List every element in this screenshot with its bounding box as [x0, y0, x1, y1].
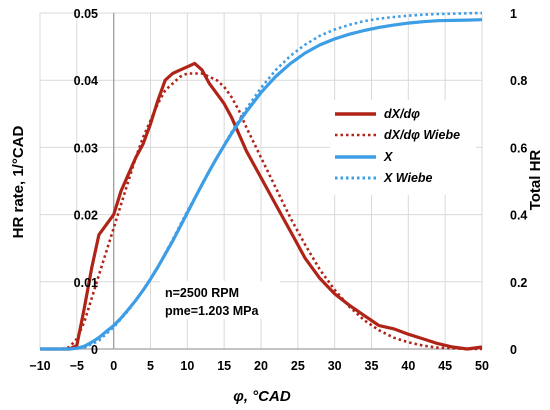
legend-label-dxdphi-wiebe: dX/dφ Wiebe	[384, 128, 460, 142]
y-left-tick-label-0.01: 0.01	[74, 276, 98, 290]
x-tick-label-15: 15	[217, 359, 231, 373]
annotation-box	[160, 281, 280, 319]
y-right-tick-label-0.4: 0.4	[510, 209, 527, 223]
x-tick-label-40: 40	[401, 359, 415, 373]
x-tick-label-5: 5	[147, 359, 154, 373]
x-tick-label-50: 50	[475, 359, 489, 373]
legend: dX/dφ dX/dφ Wiebe X X Wiebe	[330, 100, 476, 195]
series-line-x-wiebe-dotted	[40, 11, 483, 351]
x-tick-label-45: 45	[438, 359, 452, 373]
axes	[40, 13, 482, 350]
annotation-speed: n=2500 RPM	[165, 286, 239, 300]
legend-label-dxdphi: dX/dφ	[384, 107, 420, 121]
x-axis-title: φ, °CAD	[233, 388, 291, 405]
y-right-tick-label-0.2: 0.2	[510, 276, 527, 290]
annotation-pme: pme=1.203 MPa	[165, 304, 260, 318]
y-right-tick-label-0: 0	[510, 343, 517, 357]
y-left-tick-label-0.05: 0.05	[74, 7, 98, 21]
x-tick-label-10: 10	[180, 359, 194, 373]
annotation: n=2500 RPM pme=1.203 MPa	[160, 281, 280, 319]
x-tick-label-25: 25	[291, 359, 305, 373]
y-left-tick-label-0.02: 0.02	[74, 209, 98, 223]
x-tick-label-10: −10	[29, 359, 50, 373]
x-tick-label-0: 0	[110, 359, 117, 373]
series-lines	[40, 11, 483, 351]
y-right-tick-label-0.8: 0.8	[510, 74, 527, 88]
x-tick-label-20: 20	[254, 359, 268, 373]
x-tick-label-5: −5	[70, 359, 84, 373]
x-tick-label-30: 30	[328, 359, 342, 373]
y-axis-left-title: HR rate, 1/°CAD	[10, 125, 27, 238]
y-left-tick-label-0.03: 0.03	[74, 141, 98, 155]
tick-labels: −10 −5 0 5 10 15 20 25 30 35 40 45 500 00.01 0.20.02 0.…	[29, 7, 527, 373]
y-left-tick-label-0.04: 0.04	[74, 74, 98, 88]
y-right-tick-label-1: 1	[510, 7, 517, 21]
legend-label-x: X	[383, 150, 393, 164]
series-line-dx-d	[40, 61, 483, 351]
legend-box	[330, 100, 476, 195]
y-left-tick-label-0: 0	[91, 343, 98, 357]
legend-label-x-wiebe: X Wiebe	[383, 171, 433, 185]
series-line-dx-d-wiebe-dotted	[40, 72, 482, 351]
y-axis-right-title: Total HR	[527, 150, 544, 211]
x-tick-label-35: 35	[365, 359, 379, 373]
y-right-tick-label-0.6: 0.6	[510, 141, 527, 155]
